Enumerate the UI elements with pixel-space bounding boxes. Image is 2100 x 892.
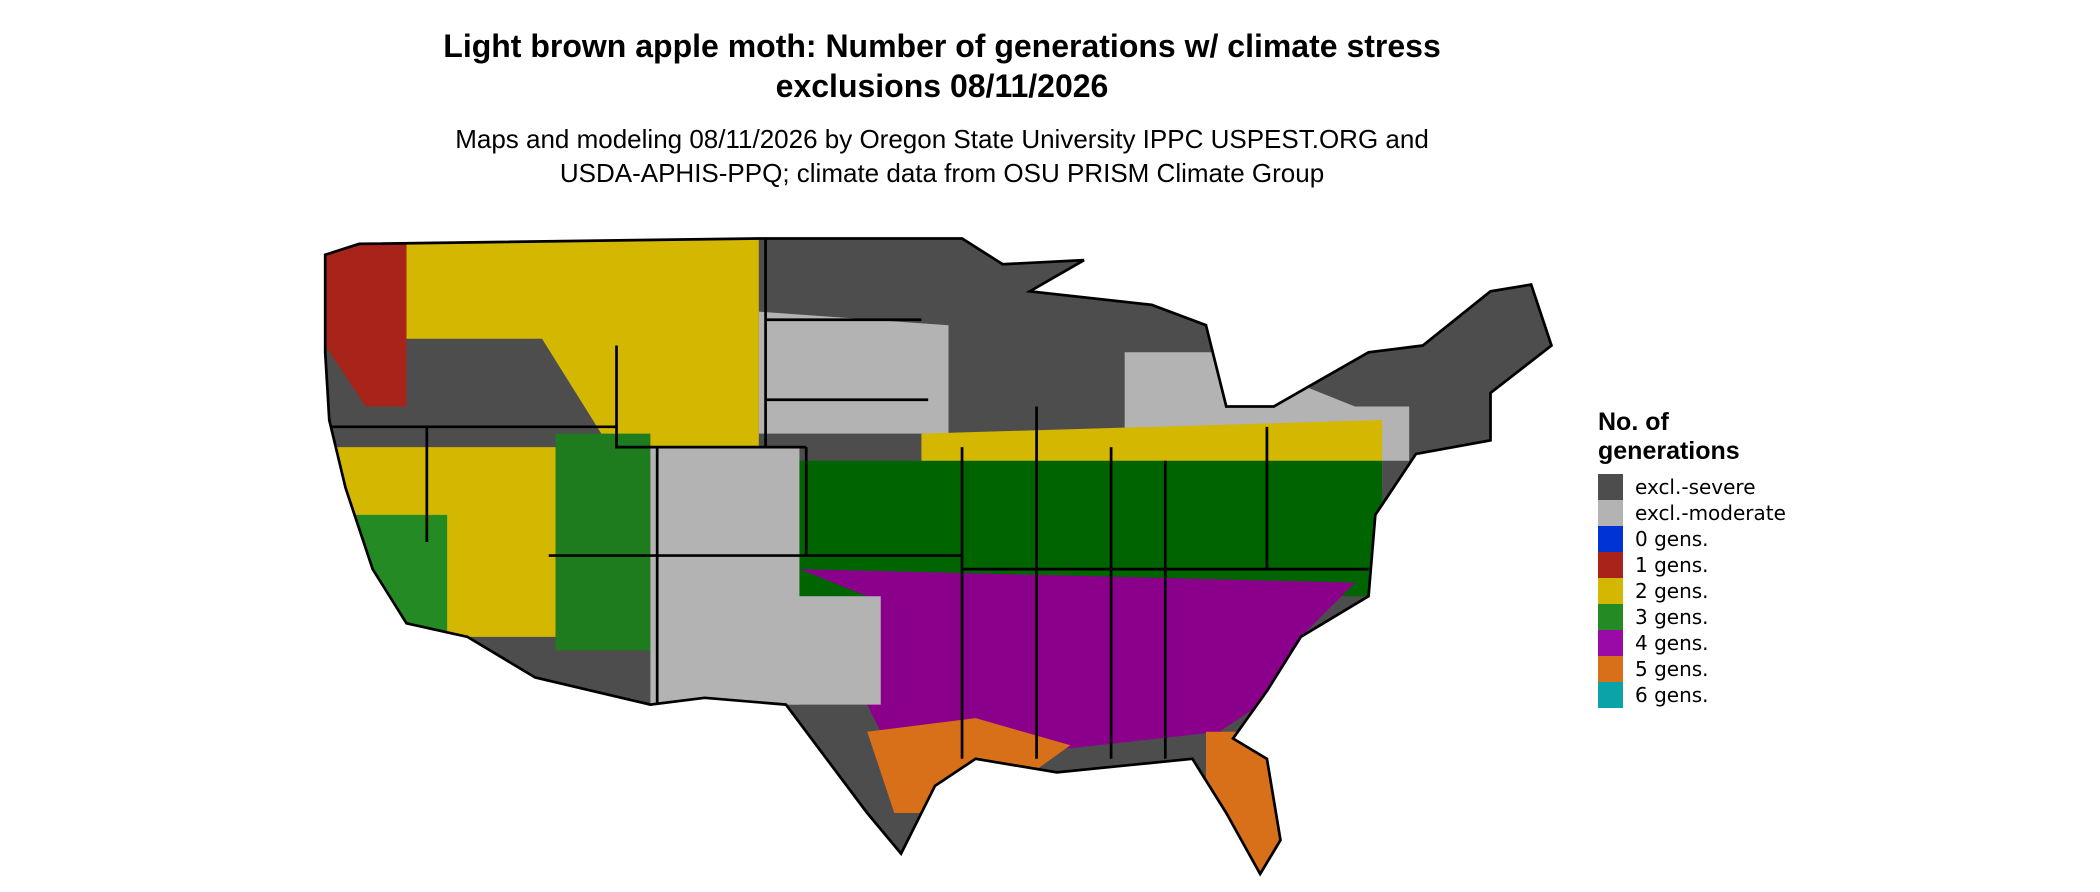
legend-swatch <box>1598 578 1623 604</box>
title-line: exclusions 08/11/2026 <box>775 68 1109 104</box>
legend-swatch <box>1598 500 1623 526</box>
legend-item: 5 gens. <box>1598 656 1709 682</box>
legend-item: 6 gens. <box>1598 682 1709 708</box>
legend-swatch <box>1598 526 1623 552</box>
title-line: Light brown apple moth: Number of genera… <box>443 28 1441 64</box>
legend-item: 1 gens. <box>1598 552 1709 578</box>
legend-title: No. of generations <box>1598 408 1740 465</box>
legend-swatch <box>1598 552 1623 578</box>
legend-label: 1 gens. <box>1635 553 1709 577</box>
legend-label: 3 gens. <box>1635 605 1709 629</box>
legend-label: 2 gens. <box>1635 579 1709 603</box>
legend-label: 4 gens. <box>1635 631 1709 655</box>
legend-label: 0 gens. <box>1635 527 1709 551</box>
legend-swatch <box>1598 604 1623 630</box>
subtitle-line: USDA-APHIS-PPQ; climate data from OSU PR… <box>559 158 1325 188</box>
legend-item: excl.-severe <box>1598 474 1756 500</box>
legend-swatch <box>1598 474 1623 500</box>
map-fill <box>325 238 1552 874</box>
legend-label: excl.-moderate <box>1635 501 1786 525</box>
legend-label: excl.-severe <box>1635 475 1756 499</box>
legend-item: 2 gens. <box>1598 578 1709 604</box>
subtitle-line: Maps and modeling 08/11/2026 by Oregon S… <box>455 124 1429 154</box>
legend-item: excl.-moderate <box>1598 500 1786 526</box>
legend-swatch <box>1598 656 1623 682</box>
state-borders <box>323 237 1554 877</box>
legend-swatch <box>1598 682 1623 708</box>
title: Light brown apple moth: Number of genera… <box>342 26 1542 106</box>
legend-item: 0 gens. <box>1598 526 1709 552</box>
legend-item: 4 gens. <box>1598 630 1709 656</box>
legend-label: 5 gens. <box>1635 657 1709 681</box>
subtitle: Maps and modeling 08/11/2026 by Oregon S… <box>342 122 1542 190</box>
legend-swatch <box>1598 630 1623 656</box>
legend-label: 6 gens. <box>1635 683 1709 707</box>
legend-item: 3 gens. <box>1598 604 1709 630</box>
